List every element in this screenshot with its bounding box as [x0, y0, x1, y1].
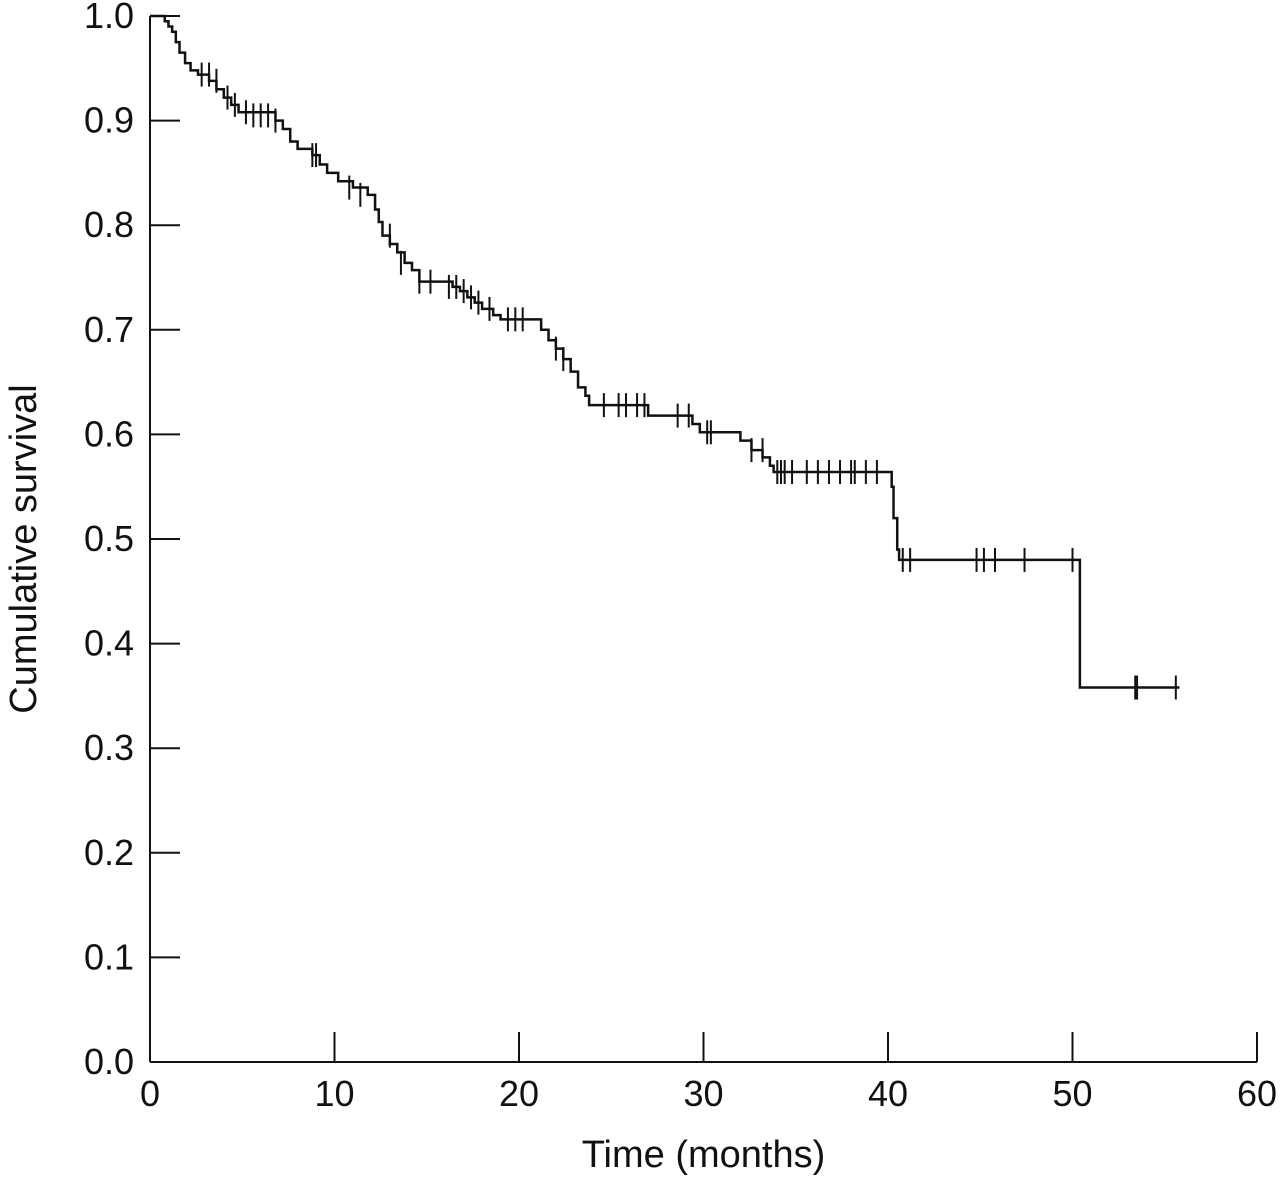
y-tick-label: 0.8 [84, 204, 134, 245]
y-axis-label: Cumulative survival [3, 384, 45, 713]
y-tick-label: 0.6 [84, 413, 134, 454]
y-tick-label: 0.2 [84, 832, 134, 873]
y-tick-label: 0.7 [84, 309, 134, 350]
survival-step-line [150, 14, 1180, 689]
x-tick-label: 0 [140, 1073, 160, 1114]
x-axis-label: Time (months) [582, 1134, 826, 1176]
y-tick-group: 0.0 0.1 0.2 0.3 0.4 0.5 0.6 0.7 0.8 0.9 1.0 [84, 0, 180, 1082]
x-tick-group: 0 10 20 30 40 50 60 [140, 1032, 1277, 1114]
y-tick-label: 0.5 [84, 518, 134, 559]
y-tick-label: 0.9 [84, 100, 134, 141]
x-tick-label: 30 [683, 1073, 723, 1114]
x-tick-label: 40 [868, 1073, 908, 1114]
x-tick-label: 20 [499, 1073, 539, 1114]
y-tick-label: 1.0 [84, 0, 134, 36]
axes-group [149, 16, 1257, 1063]
censor-marks-group [200, 62, 1177, 700]
y-tick-label: 0.4 [84, 623, 134, 664]
y-tick-label: 0.0 [84, 1041, 134, 1082]
y-tick-label: 0.1 [84, 936, 134, 977]
x-tick-label: 10 [314, 1073, 354, 1114]
survival-curve-group [150, 14, 1180, 689]
x-tick-label: 60 [1237, 1073, 1277, 1114]
x-tick-label: 50 [1052, 1073, 1092, 1114]
y-tick-label: 0.3 [84, 727, 134, 768]
